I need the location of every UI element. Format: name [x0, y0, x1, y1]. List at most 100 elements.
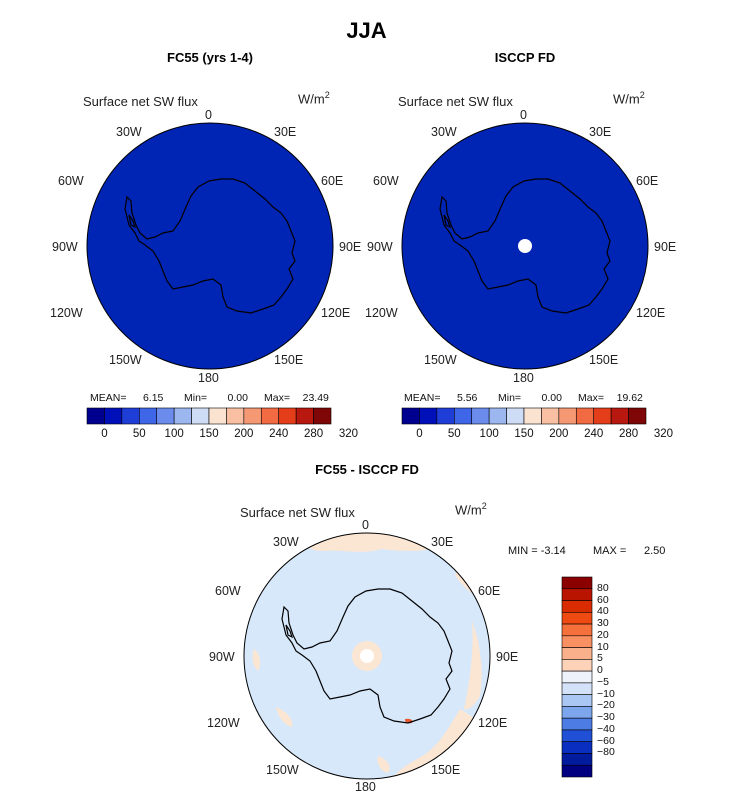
- colorbar-swatch: [226, 407, 245, 425]
- panel-1-lon-180: 180: [198, 371, 219, 385]
- panel-1-colorbar: [86, 407, 332, 425]
- colorbar-tick-label: 320: [653, 428, 674, 440]
- colorbar-swatch: [260, 407, 280, 425]
- colorbar-tick-label: 100: [479, 428, 499, 440]
- panel-1-mean: MEAN= 6.15: [90, 392, 164, 404]
- panel-1-lon-120w: 120W: [50, 306, 83, 320]
- panel-3-lon-60e: 60E: [478, 584, 501, 598]
- panel-3-polar-map: [243, 532, 491, 780]
- colorbar-tick-label: 150: [514, 428, 534, 440]
- colorbar-tick-label: 10: [597, 640, 609, 653]
- panel-2-antarctica-coastline: [439, 178, 611, 314]
- colorbar-tick-label: −40: [597, 722, 615, 735]
- colorbar-tick-label: 280: [618, 428, 639, 440]
- colorbar-swatch: [401, 407, 420, 425]
- panel-3-lon-150w: 150W: [266, 763, 299, 777]
- colorbar-swatch: [138, 407, 158, 425]
- panel-2-lon-90w: 90W: [367, 240, 393, 254]
- panel-2-mean: MEAN= 5.56: [404, 392, 478, 404]
- panel-2-lon-150e: 150E: [589, 353, 619, 367]
- colorbar-swatch: [561, 753, 593, 766]
- panel-3-lon-30e: 30E: [431, 535, 454, 549]
- panel-3-lon-90w: 90W: [209, 650, 235, 664]
- panel-2-lon-60e: 60E: [636, 174, 659, 188]
- panel-2-lon-150w: 150W: [424, 353, 457, 367]
- colorbar-swatch: [156, 407, 175, 425]
- panel-2-lon-30e: 30E: [589, 125, 612, 139]
- colorbar-swatch: [278, 407, 297, 425]
- panel-3-anomaly-west: [252, 649, 261, 671]
- colorbar-swatch: [561, 717, 593, 731]
- panel-3-lon-120w: 120W: [207, 716, 240, 730]
- panel-2-pole-hole: [518, 239, 532, 253]
- colorbar-swatch: [506, 407, 525, 425]
- panel-1-lon-30w: 30W: [116, 125, 142, 139]
- colorbar-tick-label: −10: [597, 687, 615, 700]
- panel-3-antarctica-coastline: [281, 588, 453, 724]
- colorbar-tick-label: 0: [101, 428, 108, 440]
- colorbar-swatch: [628, 407, 647, 425]
- panel-1-lon-60e: 60E: [321, 174, 344, 188]
- colorbar-swatch: [561, 588, 593, 601]
- colorbar-swatch: [561, 764, 593, 778]
- panel-1-title: FC55 (yrs 1-4): [167, 50, 253, 65]
- panel-3-min: MIN = -3.14: [508, 545, 566, 557]
- panel-3-units: W/m2: [455, 501, 487, 518]
- colorbar-tick-label: 100: [164, 428, 184, 440]
- colorbar-swatch: [208, 407, 227, 425]
- panel-2-lon-90e: 90E: [654, 240, 677, 254]
- colorbar-swatch: [471, 407, 490, 425]
- colorbar-swatch: [104, 407, 123, 425]
- panel-3-max: MAX = 2.50: [593, 545, 666, 557]
- colorbar-tick-label: 150: [199, 428, 219, 440]
- colorbar-swatch: [561, 670, 593, 684]
- panel-1-lon-150e: 150E: [274, 353, 304, 367]
- panel-2-lon-60w: 60W: [373, 174, 399, 188]
- colorbar-tick-label: −30: [597, 711, 615, 724]
- colorbar-swatch: [593, 407, 612, 425]
- panel-2-polar-map: [401, 122, 649, 370]
- panel-1-max: Max= 23.49: [264, 392, 329, 404]
- colorbar-tick-label: 280: [303, 428, 324, 440]
- colorbar-swatch: [191, 407, 210, 425]
- colorbar-tick-label: 5: [597, 652, 603, 665]
- panel-2-lon-30w: 30W: [431, 125, 457, 139]
- panel-2-units: W/m2: [613, 90, 645, 107]
- colorbar-swatch: [86, 407, 105, 425]
- panel-3-lon-90e: 90E: [496, 650, 519, 664]
- panel-1-lon-60w: 60W: [58, 174, 84, 188]
- colorbar-swatch: [561, 729, 593, 743]
- panel-3-colorbar: [561, 576, 593, 778]
- colorbar-tick-label: −20: [597, 699, 615, 712]
- colorbar-swatch: [561, 694, 593, 707]
- panel-2-lon-0: 0: [520, 108, 527, 122]
- panel-2-lon-120w: 120W: [365, 306, 398, 320]
- panel-3-pole-hole: [360, 649, 374, 663]
- panel-3-anomaly-southwest: [276, 707, 293, 727]
- colorbar-tick-label: 200: [549, 428, 569, 440]
- panel-3-anomaly-east: [464, 621, 482, 710]
- colorbar-tick-label: −5: [597, 675, 609, 688]
- panel-1-min: Min= 0.00: [184, 392, 248, 404]
- colorbar-swatch: [561, 600, 593, 613]
- colorbar-tick-label: 40: [597, 605, 609, 618]
- panel-2-max: Max= 19.62: [578, 392, 643, 404]
- panel-1-antarctica-coastline: [124, 178, 296, 314]
- colorbar-swatch: [561, 659, 593, 672]
- colorbar-swatch: [561, 611, 593, 625]
- panel-2-colorbar: [401, 407, 647, 425]
- panel-3-anomaly-south: [377, 756, 390, 773]
- colorbar-swatch: [558, 407, 577, 425]
- colorbar-tick-label: 60: [597, 593, 609, 606]
- colorbar-tick-label: 20: [597, 628, 609, 641]
- panel-1-lon-90e: 90E: [339, 240, 362, 254]
- colorbar-tick-label: 320: [338, 428, 359, 440]
- colorbar-swatch: [419, 407, 438, 425]
- panel-2-variable-label: Surface net SW flux: [398, 94, 513, 109]
- colorbar-tick-label: 240: [584, 428, 604, 440]
- panel-1-lon-30e: 30E: [274, 125, 297, 139]
- colorbar-swatch: [313, 407, 332, 425]
- panel-3-lon-180: 180: [355, 780, 376, 794]
- panel-3-lon-120e: 120E: [478, 716, 508, 730]
- panel-3-lon-30w: 30W: [273, 535, 299, 549]
